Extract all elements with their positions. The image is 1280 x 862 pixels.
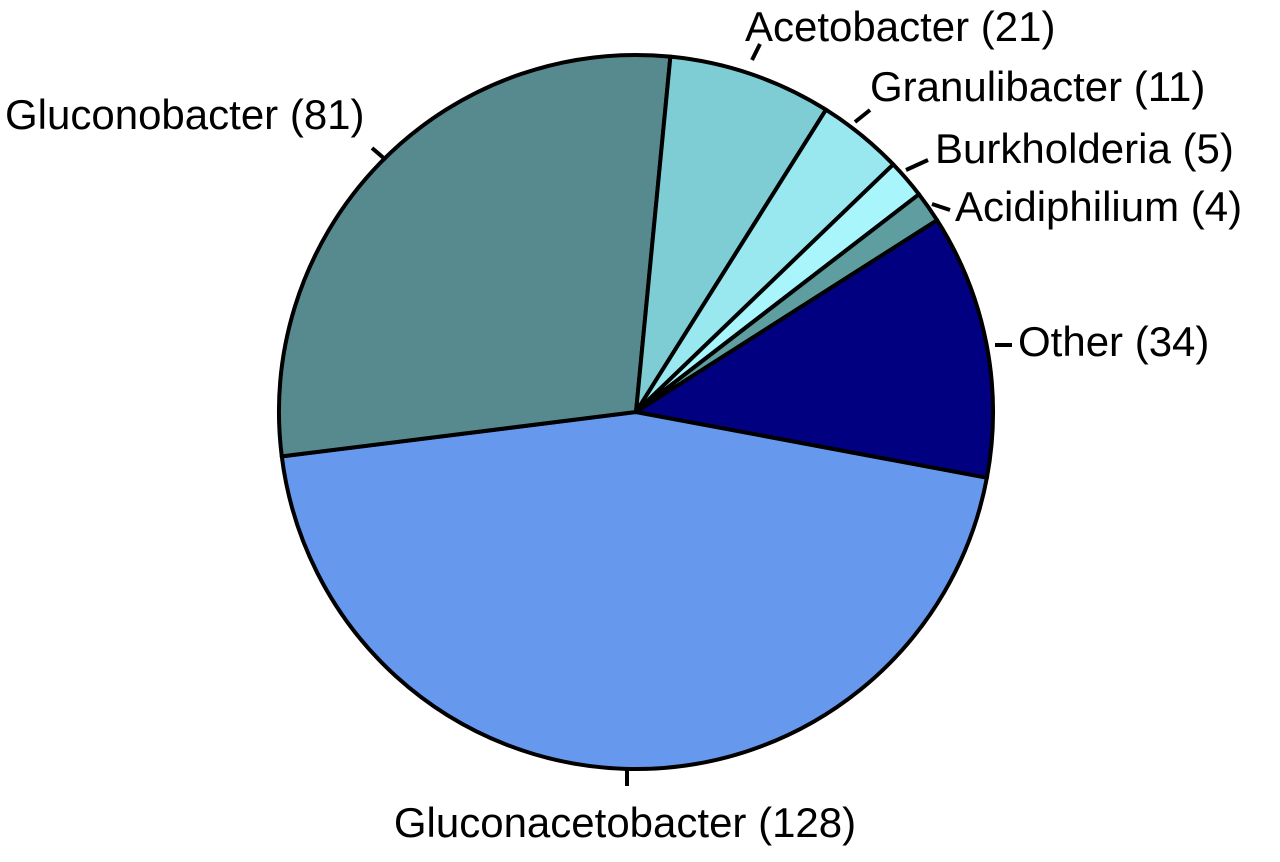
pie-slice — [277, 53, 673, 459]
leader-line — [853, 108, 872, 124]
leader-line — [370, 146, 388, 162]
slice-label: Acetobacter (21) — [745, 3, 1056, 50]
leader-line — [750, 43, 762, 61]
slice-label: Granulibacter (11) — [870, 63, 1205, 110]
pie-slice — [634, 54, 828, 414]
slice-label: Gluconobacter (81) — [5, 91, 365, 138]
leader-line — [931, 202, 951, 212]
leader-line — [905, 158, 929, 172]
slice-label: Burkholderia (5) — [935, 125, 1234, 172]
slice-label: Other (34) — [1018, 318, 1209, 365]
pie-slice — [634, 218, 995, 480]
slice-label: Gluconacetobacter (128) — [394, 799, 856, 846]
pie-slice — [279, 410, 989, 771]
slice-label: Acidiphilium (4) — [955, 183, 1242, 230]
